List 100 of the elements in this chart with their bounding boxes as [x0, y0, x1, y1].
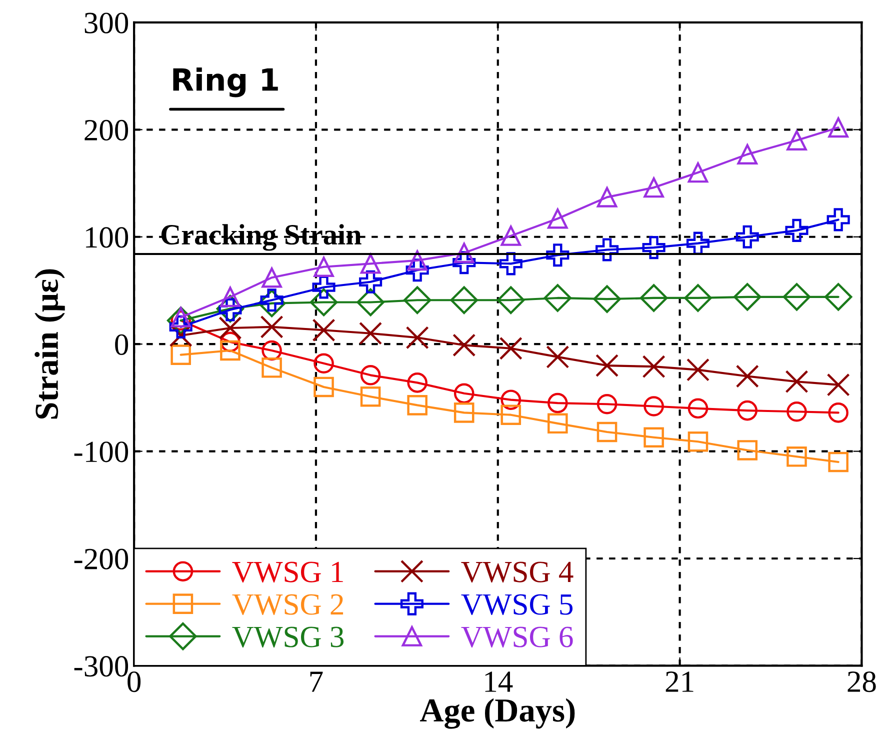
point [360, 386, 381, 407]
point [596, 238, 619, 262]
point [454, 383, 474, 404]
legend-label: VWSG 3 [232, 626, 344, 648]
point [596, 394, 618, 414]
legend-label: VWSG 5 [461, 594, 573, 615]
point [500, 226, 522, 246]
y-tick-label: 300 [84, 12, 128, 34]
point [733, 283, 762, 311]
point [452, 334, 476, 357]
point [785, 370, 808, 394]
point [359, 270, 382, 294]
point [736, 225, 759, 248]
point [262, 358, 282, 378]
point [684, 284, 712, 312]
legend-label: VWSG 4 [461, 562, 574, 582]
point [220, 286, 240, 308]
point [258, 289, 286, 318]
point [644, 177, 664, 198]
point [220, 332, 240, 352]
point [642, 355, 666, 378]
point [824, 283, 852, 311]
point [356, 288, 384, 316]
point [262, 340, 282, 361]
point [640, 284, 668, 312]
point [262, 267, 282, 288]
point [826, 373, 850, 396]
x-tick-label: 21 [666, 672, 694, 692]
point [737, 440, 758, 460]
point [828, 117, 848, 138]
y-tick-label: 200 [84, 120, 128, 141]
point [737, 144, 758, 164]
point [593, 285, 621, 313]
point [360, 365, 381, 386]
point [312, 318, 336, 342]
y-tick-label: -300 [74, 656, 128, 677]
point [688, 432, 708, 452]
point [782, 283, 811, 311]
point [596, 187, 618, 208]
point [499, 252, 522, 276]
point [828, 402, 848, 423]
point [688, 162, 708, 183]
y-tick-label: 100 [86, 227, 128, 248]
y-tick-label: 0 [115, 334, 128, 355]
point [688, 398, 708, 419]
point [642, 236, 666, 260]
point [500, 390, 522, 410]
point [499, 336, 522, 360]
point [546, 345, 570, 368]
legend-label: VWSG 1 [232, 562, 343, 582]
ref-line-label: Cracking Strain [161, 224, 362, 251]
x-tick-label: 28 [848, 671, 876, 692]
point [314, 353, 334, 374]
point [737, 400, 758, 421]
point [644, 396, 664, 416]
point [548, 208, 568, 229]
point [644, 427, 664, 448]
point [786, 446, 807, 467]
point [686, 358, 710, 382]
point [312, 276, 336, 299]
point [314, 376, 334, 398]
x-axis-title: Age (Days) [420, 698, 575, 729]
point [497, 286, 525, 314]
point [407, 395, 428, 416]
point [403, 286, 432, 314]
point [596, 354, 619, 378]
point [786, 401, 807, 422]
point [546, 244, 570, 267]
point [406, 258, 429, 282]
point [454, 402, 474, 423]
legend-label: VWSG 6 [461, 626, 573, 648]
y-tick-label: -200 [74, 548, 128, 570]
point [170, 344, 191, 365]
point [786, 130, 807, 151]
point [548, 392, 568, 414]
point [310, 288, 338, 316]
point [360, 254, 381, 274]
point [260, 315, 284, 338]
x-tick-label: 7 [310, 672, 323, 692]
point [220, 340, 240, 361]
point [166, 306, 195, 334]
point [736, 364, 759, 388]
point [596, 422, 618, 442]
point [407, 372, 428, 393]
point [450, 286, 478, 314]
point [785, 218, 808, 242]
point [686, 232, 710, 255]
point [828, 452, 848, 472]
x-tick-label: 14 [485, 672, 513, 692]
point [544, 284, 572, 312]
point [314, 256, 334, 278]
point [548, 413, 568, 434]
point [826, 208, 850, 232]
y-axis-title: Strain (με) [34, 269, 65, 419]
legend-label: VWSG 2 [232, 594, 344, 615]
point [218, 316, 242, 340]
annotation: Ring 1 [173, 67, 278, 98]
point [452, 251, 476, 274]
y-tick-label: -100 [74, 442, 128, 462]
point [407, 250, 428, 271]
